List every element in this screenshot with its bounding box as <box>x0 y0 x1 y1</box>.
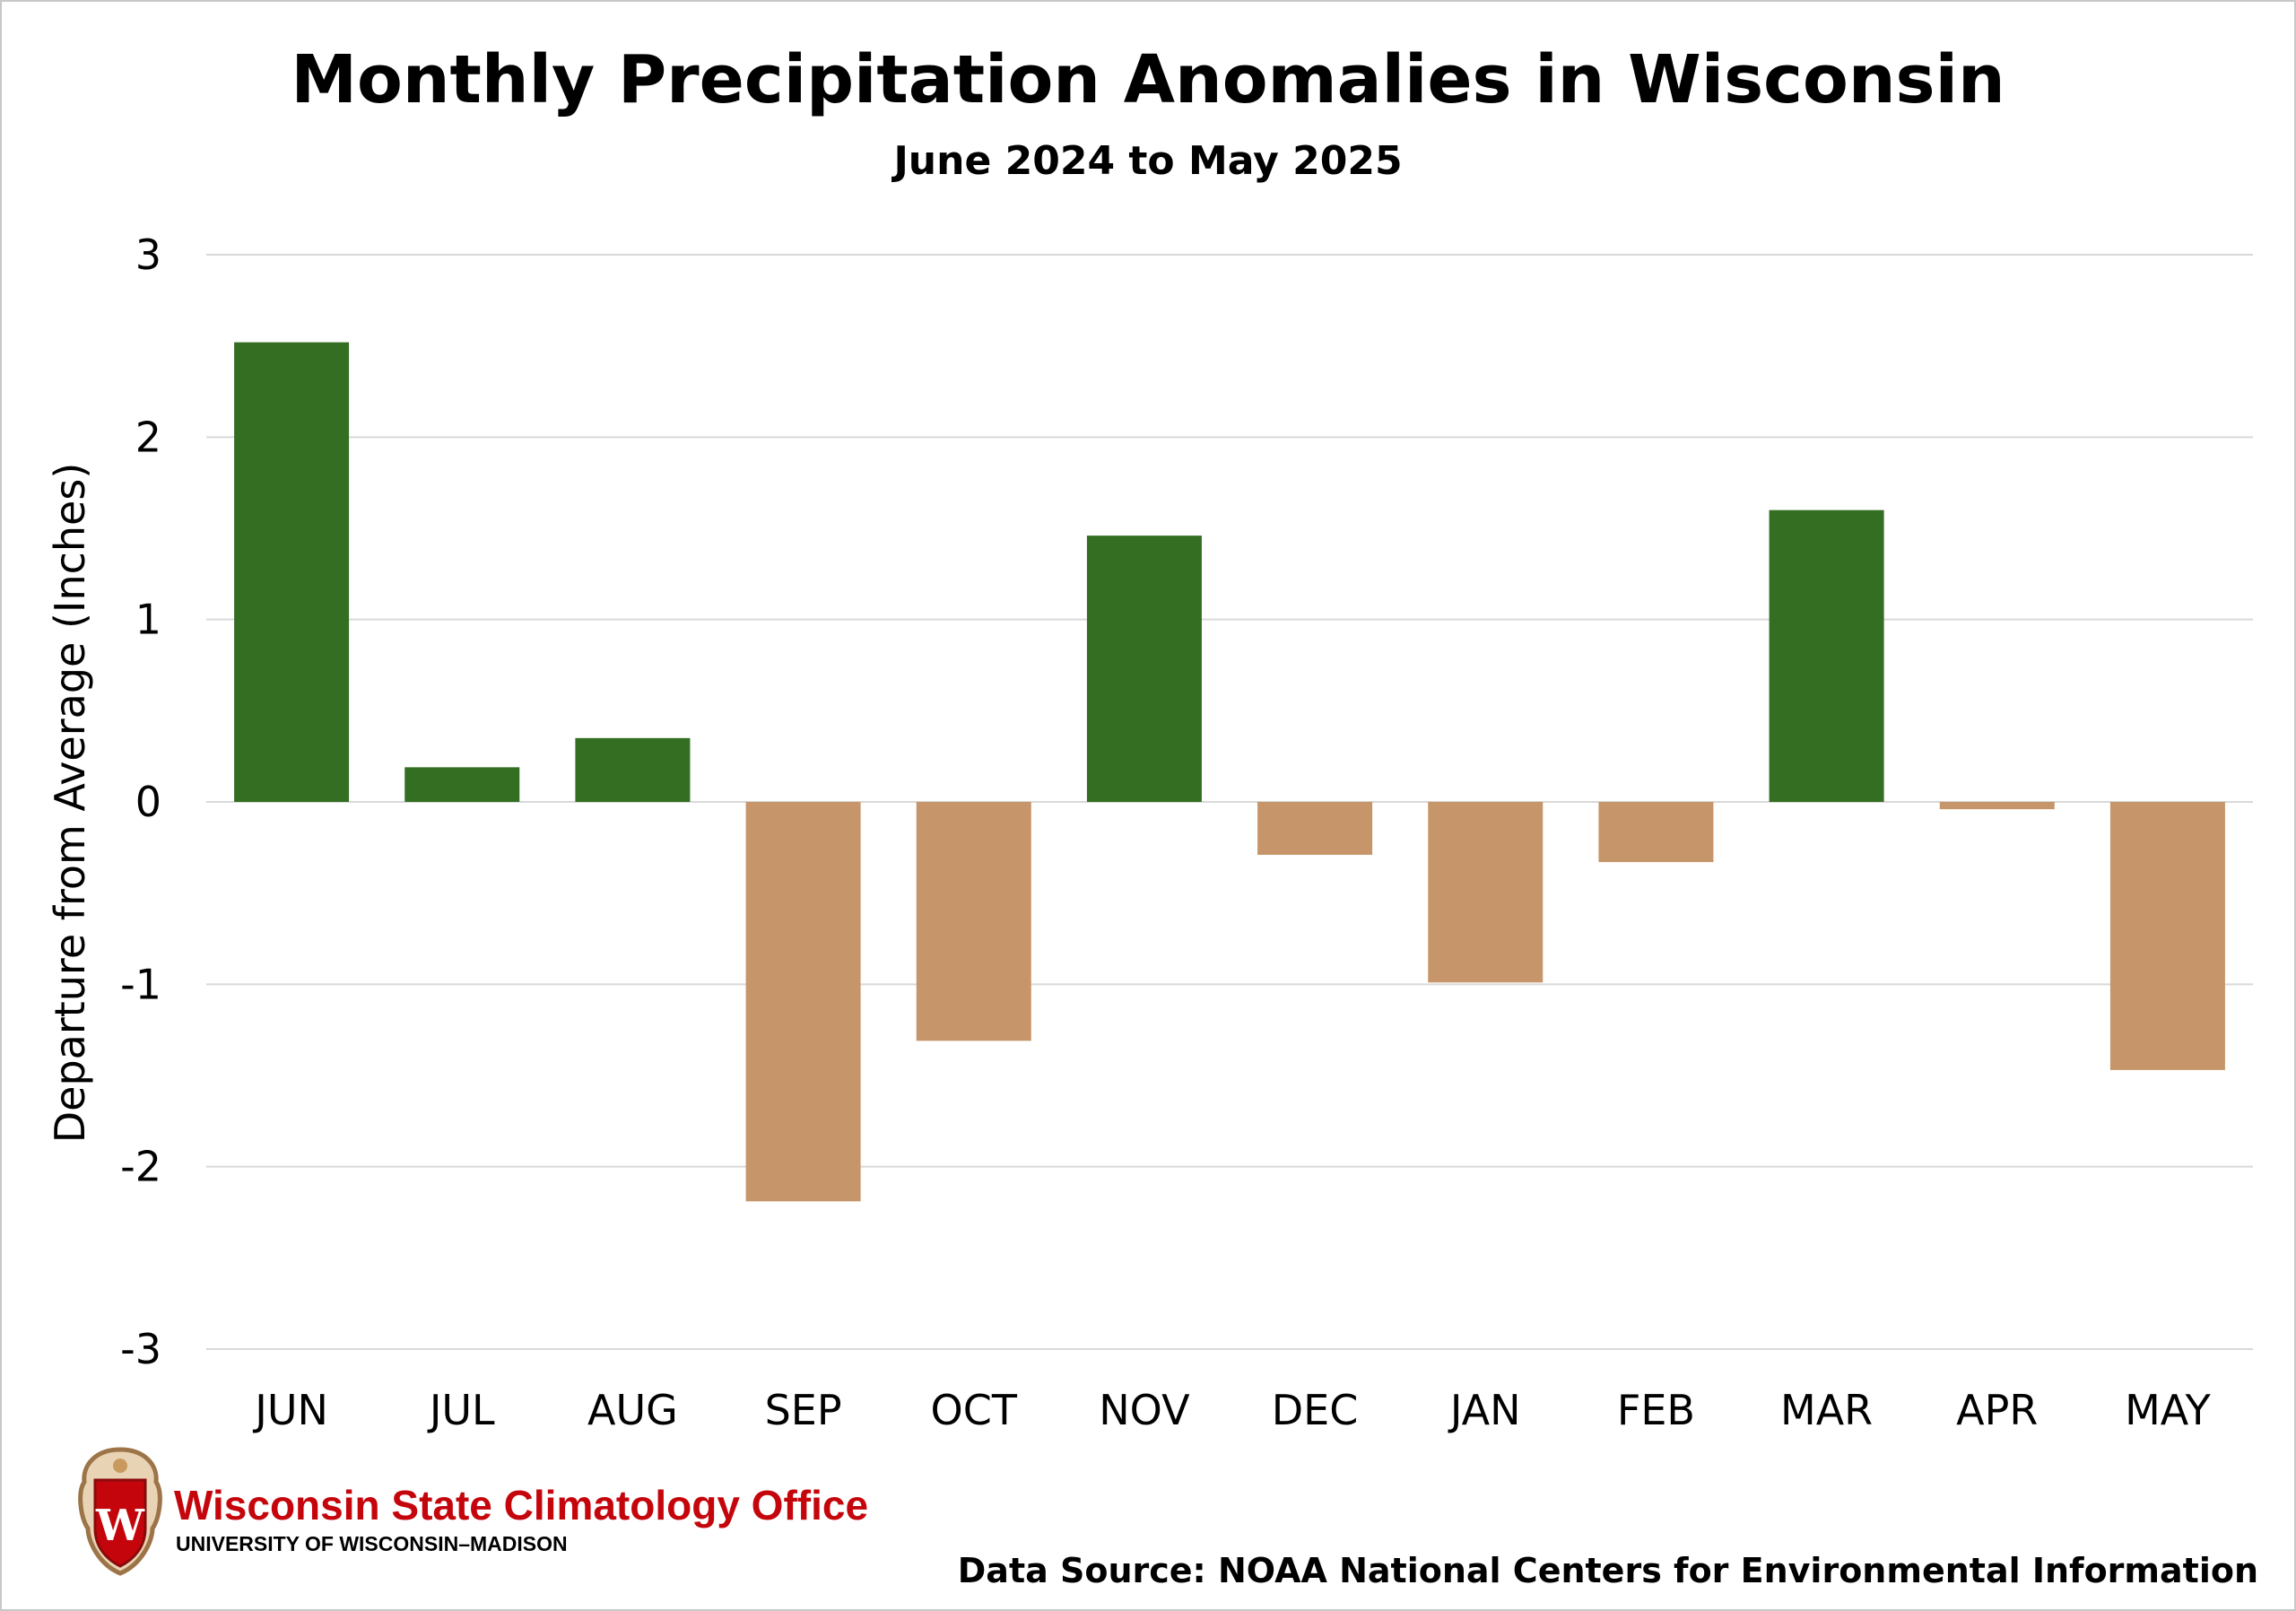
chart-subtitle: June 2024 to May 2025 <box>891 138 1402 184</box>
x-tick-label-dec: DEC <box>1272 1386 1359 1434</box>
org-name: Wisconsin State Climatology Office <box>174 1482 868 1528</box>
y-tick-label: 1 <box>135 596 161 644</box>
bar-jun <box>234 342 350 803</box>
gridlines <box>206 254 2253 1350</box>
x-tick-label-sep: SEP <box>765 1386 842 1434</box>
bar-may <box>2109 802 2225 1070</box>
x-tick-label-aug: AUG <box>587 1386 678 1434</box>
y-tick-label: -1 <box>120 960 161 1008</box>
chart-title: Monthly Precipitation Anomalies in Wisco… <box>291 41 2005 118</box>
data-source: Data Source: NOAA National Centers for E… <box>958 1551 2258 1590</box>
y-tick-label: 2 <box>135 413 161 461</box>
crest-ornament-icon <box>113 1459 127 1473</box>
x-tick-label-mar: MAR <box>1780 1386 1873 1434</box>
bar-aug <box>575 737 691 802</box>
x-tick-label-nov: NOV <box>1099 1386 1190 1434</box>
uw-crest-logo: W <box>78 1447 162 1576</box>
y-axis-label: Departure from Average (Inches) <box>46 463 94 1144</box>
bar-mar <box>1769 509 1884 802</box>
bars <box>234 342 2225 1202</box>
bar-sep <box>745 802 861 1202</box>
x-tick-label-apr: APR <box>1956 1386 2038 1434</box>
x-tick-label-jan: JAN <box>1448 1386 1521 1434</box>
x-tick-label-may: MAY <box>2125 1386 2212 1434</box>
y-tick-label: 3 <box>135 231 161 279</box>
bar-jan <box>1428 802 1544 983</box>
bar-jul <box>404 767 520 802</box>
crest-shield-icon <box>93 1478 147 1568</box>
y-tick-labels: 3 2 1 0 -1 -2 -3 <box>120 231 161 1373</box>
y-tick-label: -3 <box>120 1325 161 1373</box>
bar-nov <box>1086 536 1202 802</box>
bar-dec <box>1257 802 1373 855</box>
y-tick-label: 0 <box>135 778 161 826</box>
y-tick-label: -2 <box>120 1143 161 1191</box>
x-tick-labels: JUN JUL AUG SEP OCT NOV DEC JAN FEB MAR APR MAY <box>252 1386 2211 1434</box>
x-tick-label-oct: OCT <box>931 1386 1018 1434</box>
org-subtitle: UNIVERSITY OF WISCONSIN–MADISON <box>176 1532 568 1555</box>
bar-feb <box>1598 802 1714 863</box>
bar-apr <box>1939 802 2055 810</box>
x-tick-label-feb: FEB <box>1617 1386 1695 1434</box>
crest-letter: W <box>95 1501 145 1551</box>
x-tick-label-jun: JUN <box>252 1386 328 1434</box>
x-tick-label-jul: JUL <box>427 1386 495 1434</box>
bar-oct <box>916 802 1031 1041</box>
